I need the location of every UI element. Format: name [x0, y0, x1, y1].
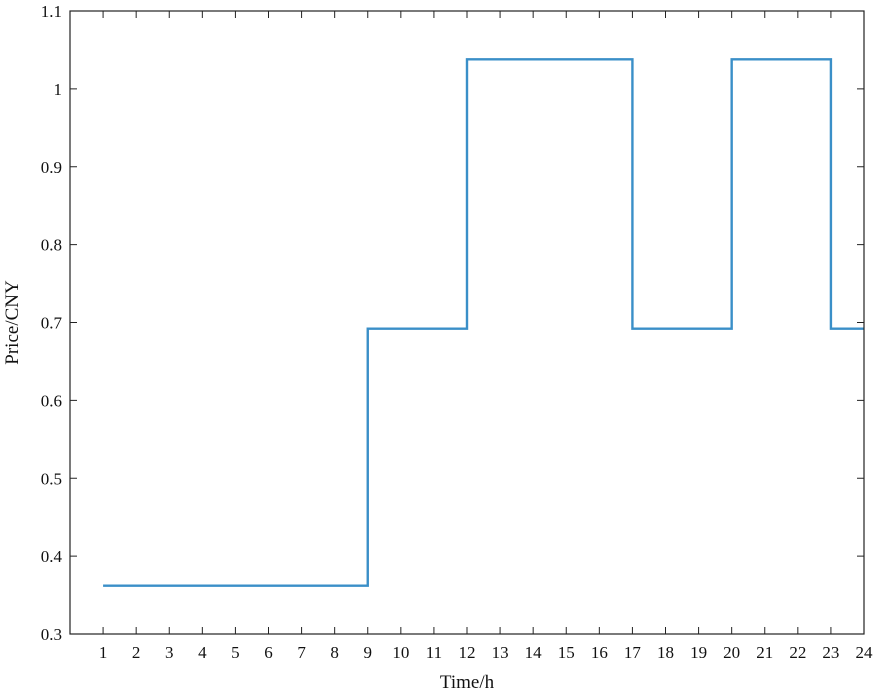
y-tick-label: 1 [54, 80, 63, 99]
plot-frame [69, 10, 865, 635]
series-layer [103, 58, 864, 587]
y-tick-label: 0.4 [41, 547, 63, 566]
x-tick-label: 10 [392, 643, 409, 662]
x-tick-label: 9 [364, 643, 373, 662]
y-tick-label: 0.3 [41, 625, 62, 644]
x-tick-label: 4 [198, 643, 207, 662]
x-tick-label: 22 [789, 643, 806, 662]
x-tick-label: 5 [231, 643, 240, 662]
x-tick-label: 7 [297, 643, 306, 662]
x-tick-label: 19 [690, 643, 707, 662]
x-tick-label: 1 [99, 643, 108, 662]
x-tick-label: 15 [558, 643, 575, 662]
y-tick-label: 1.1 [41, 2, 62, 21]
y-axis-label: Price/CNY [2, 280, 23, 365]
y-tick-label: 0.6 [41, 391, 62, 410]
x-tick-label: 6 [264, 643, 273, 662]
series-line-0 [103, 58, 864, 587]
y-tick-label: 0.5 [41, 469, 62, 488]
x-tick-label: 8 [330, 643, 339, 662]
y-tick-label: 0.7 [41, 314, 63, 333]
x-tick-label: 3 [165, 643, 174, 662]
x-tick-label: 21 [756, 643, 773, 662]
x-tick-label: 2 [132, 643, 141, 662]
x-tick-label: 17 [624, 643, 642, 662]
x-tick-label: 24 [856, 643, 874, 662]
x-tick-label: 11 [426, 643, 442, 662]
x-tick-label: 12 [459, 643, 476, 662]
x-axis-ticks: 1 2 3 4 5 6 7 8 9 10 11 12 13 14 15 16 17 18 19 20 21 22 23 24 [99, 11, 873, 662]
x-tick-label: 14 [525, 643, 543, 662]
x-tick-label: 13 [492, 643, 509, 662]
x-tick-label: 18 [657, 643, 674, 662]
y-tick-label: 0.9 [41, 158, 62, 177]
x-tick-label: 23 [822, 643, 839, 662]
y-axis-ticks: 0.3 0.4 0.5 0.6 0.7 0.8 0.9 1 1.1 [41, 2, 864, 644]
x-axis-label: Time/h [440, 672, 495, 693]
y-tick-label: 0.8 [41, 236, 62, 255]
x-tick-label: 16 [591, 643, 608, 662]
x-tick-label: 20 [723, 643, 740, 662]
